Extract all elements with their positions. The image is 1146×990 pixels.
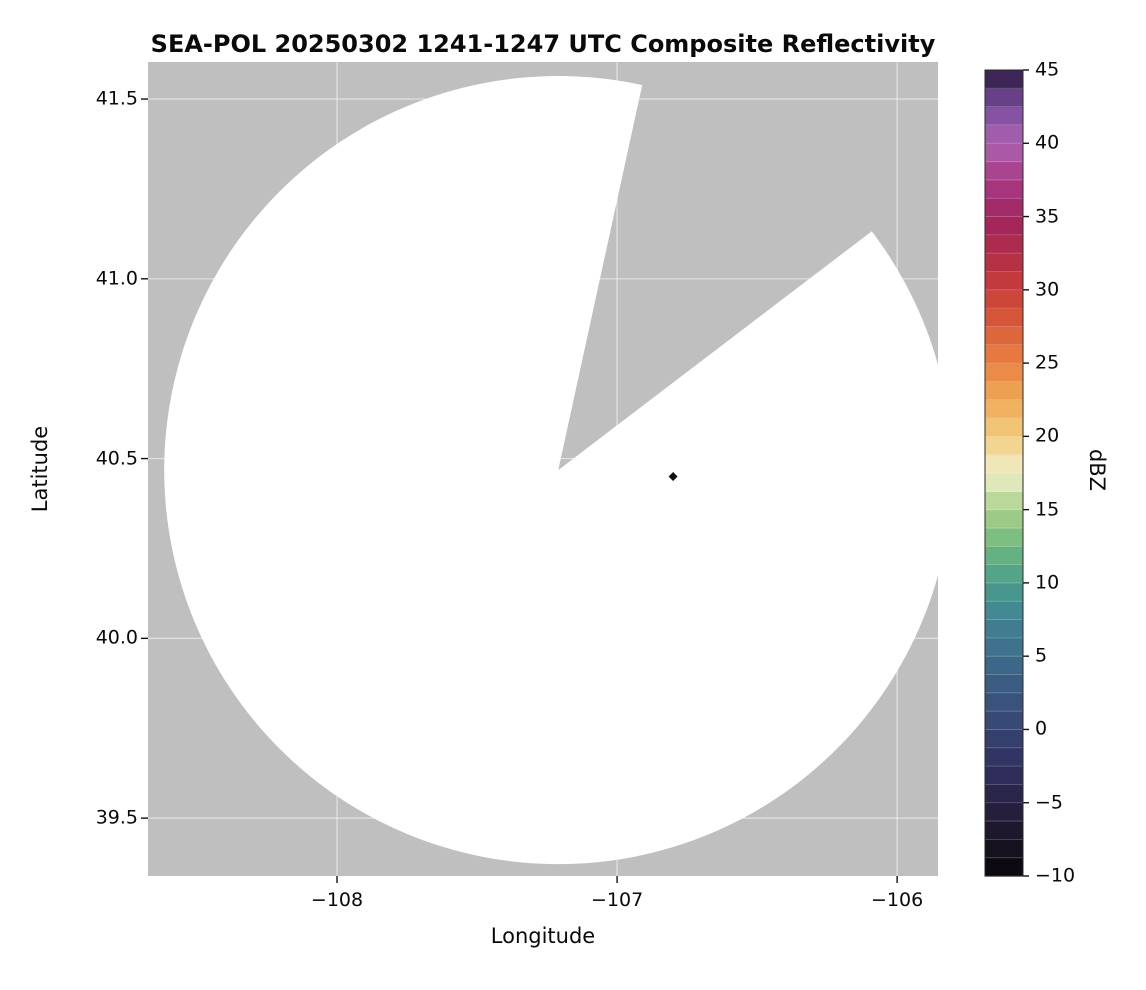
colorbar-segment (985, 271, 1023, 291)
colorbar-segment (985, 692, 1023, 712)
colorbar-segment (985, 784, 1023, 804)
colorbar-segment (985, 381, 1023, 401)
colorbar-segment (985, 454, 1023, 474)
colorbar-segment (985, 124, 1023, 144)
y-tick-label: 39.5 (95, 806, 138, 829)
colorbar-segment (985, 546, 1023, 566)
y-tick-label: 41.5 (95, 87, 138, 110)
colorbar-segment (985, 106, 1023, 126)
colorbar-segment (985, 363, 1023, 383)
colorbar-segment (985, 674, 1023, 694)
colorbar-segment (985, 802, 1023, 822)
colorbar-segment (985, 637, 1023, 657)
x-tick-label: −107 (590, 889, 644, 911)
colorbar-segment (985, 582, 1023, 602)
colorbar-segment (985, 344, 1023, 364)
y-tick-label: 40.5 (95, 447, 138, 470)
colorbar-tick-label: −5 (1035, 791, 1064, 814)
colorbar-segment (985, 839, 1023, 859)
colorbar-tick-label: 35 (1035, 205, 1060, 228)
y-axis-label: Latitude (28, 425, 52, 513)
colorbar-segment (985, 619, 1023, 639)
colorbar-segment (985, 656, 1023, 676)
colorbar-segment (985, 564, 1023, 584)
colorbar-segment (985, 143, 1023, 163)
colorbar-segment (985, 418, 1023, 437)
colorbar-segment (985, 234, 1023, 254)
chart-title: SEA-POL 20250302 1241-1247 UTC Composite… (150, 30, 936, 58)
colorbar-segment (985, 821, 1023, 840)
echo-point (668, 472, 678, 482)
y-tick-label: 40.0 (95, 626, 138, 649)
colorbar-segment (985, 88, 1023, 108)
x-tick-label: −108 (310, 889, 364, 911)
colorbar-tick-label: 15 (1035, 498, 1060, 521)
x-tick-label: −106 (871, 889, 924, 911)
colorbar-segment (985, 179, 1023, 199)
colorbar-segment (985, 198, 1023, 218)
colorbar-segment (985, 399, 1023, 419)
x-axis-label: Longitude (490, 924, 596, 948)
colorbar-segment (985, 711, 1023, 731)
colorbar-tick-label: 40 (1035, 131, 1060, 154)
colorbar-segment (985, 857, 1023, 877)
colorbar-segment (985, 216, 1023, 236)
colorbar-segment (985, 527, 1023, 547)
colorbar-segment (985, 601, 1023, 621)
y-tick-label: 41.0 (95, 267, 138, 290)
colorbar-segment (985, 729, 1023, 749)
colorbar-segment (985, 70, 1023, 89)
colorbar-segment (985, 491, 1023, 511)
colorbar-segment (985, 436, 1023, 456)
colorbar-tick-label: 20 (1035, 424, 1060, 447)
colorbar-tick-label: 30 (1035, 278, 1060, 301)
colorbar-segment (985, 473, 1023, 492)
colorbar-tick-label: 25 (1035, 351, 1060, 374)
colorbar-segment (985, 747, 1023, 767)
colorbar-outline (984, 69, 1024, 877)
colorbar-segment (985, 509, 1023, 529)
colorbar-segment (985, 289, 1023, 309)
colorbar-segment (985, 161, 1023, 181)
colorbar-label: dBZ (1085, 448, 1109, 492)
colorbar-segment (985, 308, 1023, 328)
colorbar-segment (985, 766, 1023, 786)
colorbar-tick-label: 10 (1035, 571, 1060, 594)
colorbar-segment (985, 326, 1023, 346)
colorbar-tick-label: 5 (1035, 644, 1048, 667)
colorbar-tick-label: −10 (1035, 864, 1076, 887)
colorbar-tick-label: 45 (1035, 58, 1060, 81)
blocked-sector-wedge (558, 83, 874, 471)
colorbar-tick-label: 0 (1035, 717, 1048, 740)
colorbar-segment (985, 253, 1023, 273)
